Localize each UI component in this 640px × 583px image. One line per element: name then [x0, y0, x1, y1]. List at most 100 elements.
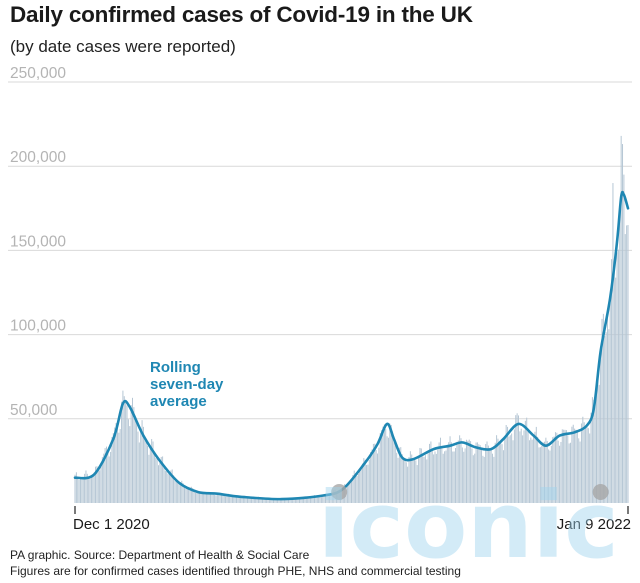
- bar: [174, 481, 176, 503]
- bar: [270, 499, 272, 503]
- bar: [531, 439, 533, 503]
- bar: [85, 470, 87, 503]
- bar: [615, 277, 617, 503]
- bar: [385, 429, 387, 503]
- bar: [507, 426, 509, 503]
- bar: [589, 433, 591, 503]
- bar: [423, 456, 425, 503]
- bar: [561, 429, 563, 503]
- bar: [491, 453, 493, 503]
- bar: [472, 455, 474, 503]
- bar: [164, 470, 166, 503]
- bar: [257, 496, 259, 503]
- bar: [171, 469, 173, 503]
- bar: [188, 486, 190, 503]
- bar: [134, 418, 136, 503]
- bar: [252, 497, 254, 503]
- bar: [519, 431, 521, 503]
- bar: [509, 435, 511, 503]
- bar: [374, 443, 376, 503]
- bar: [114, 427, 116, 503]
- bar: [520, 428, 522, 503]
- bar: [456, 441, 458, 503]
- bar: [93, 472, 95, 503]
- y-tick-label: 150,000: [10, 233, 66, 250]
- bar: [356, 476, 358, 503]
- bar: [163, 465, 165, 503]
- bar: [125, 400, 127, 503]
- bar: [74, 474, 76, 503]
- bar: [528, 440, 530, 503]
- bar: [397, 457, 399, 503]
- bar: [199, 491, 201, 503]
- bar: [486, 441, 488, 503]
- bar: [220, 494, 222, 503]
- bar: [430, 441, 432, 503]
- bar: [461, 447, 463, 503]
- bar: [110, 451, 112, 503]
- bar: [497, 438, 499, 503]
- bar: [96, 466, 98, 503]
- bar: [464, 448, 466, 503]
- x-axis-labels: Dec 1 2020 Jan 9 2022: [73, 506, 631, 533]
- bar: [100, 465, 102, 503]
- bar: [277, 498, 279, 503]
- bar: [173, 475, 175, 503]
- bar: [490, 449, 492, 503]
- bar: [574, 428, 576, 503]
- daily-cases-bars: [74, 135, 629, 504]
- bar: [211, 492, 213, 503]
- bar: [508, 436, 510, 503]
- bar: [368, 459, 370, 503]
- bar: [274, 498, 276, 503]
- bar: [236, 496, 238, 503]
- bar: [293, 497, 295, 503]
- bar: [189, 487, 191, 503]
- bar: [371, 449, 373, 503]
- bar: [153, 453, 155, 503]
- bar: [455, 448, 457, 503]
- bar: [129, 426, 131, 503]
- bar: [478, 444, 480, 503]
- bar: [212, 493, 214, 503]
- bar: [605, 332, 607, 503]
- bar: [151, 439, 153, 503]
- bar: [208, 491, 210, 503]
- bar: [248, 496, 250, 503]
- bar: [502, 450, 504, 503]
- bar: [115, 423, 117, 503]
- bar: [401, 454, 403, 503]
- bar: [572, 424, 574, 503]
- bar: [142, 426, 144, 503]
- bar: [304, 496, 306, 503]
- bar: [392, 431, 394, 503]
- bar: [390, 424, 392, 503]
- bar: [312, 496, 314, 503]
- bar: [386, 436, 388, 503]
- bar: [138, 442, 140, 503]
- x-label-end: Jan 9 2022: [557, 516, 631, 533]
- bar: [604, 336, 606, 503]
- bar: [145, 441, 147, 503]
- bar: [147, 445, 149, 503]
- bar: [351, 479, 352, 503]
- bar: [283, 498, 285, 503]
- bar: [471, 448, 473, 503]
- bar: [606, 318, 608, 503]
- bar: [597, 379, 599, 503]
- bar: [318, 495, 320, 503]
- bar: [476, 442, 478, 503]
- bar: [141, 420, 143, 503]
- bar: [231, 495, 233, 503]
- bar: [133, 407, 135, 503]
- bar: [550, 445, 552, 503]
- bar: [118, 432, 120, 503]
- bar: [541, 445, 543, 503]
- bar: [238, 495, 240, 503]
- bar: [420, 448, 422, 503]
- bar: [136, 421, 138, 503]
- bar: [301, 498, 303, 503]
- bar: [516, 413, 518, 503]
- bar: [494, 442, 496, 503]
- bar: [580, 423, 582, 503]
